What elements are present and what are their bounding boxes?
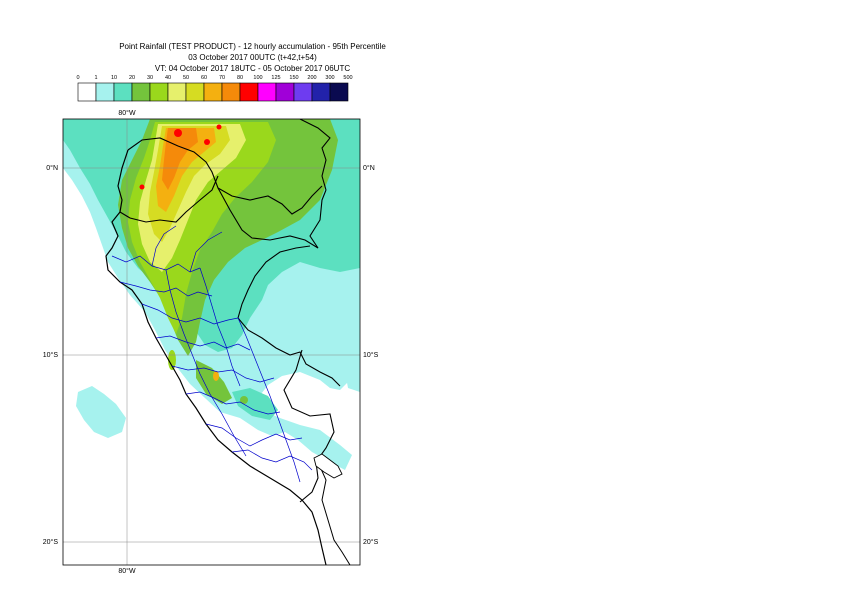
legend-tick-label: 10 <box>111 75 117 81</box>
chart-title-line2: 03 October 2017 00UTC (t+42,t+54) <box>188 53 317 62</box>
coastline <box>105 149 327 565</box>
legend-tick-label: 70 <box>219 75 225 81</box>
rain-area-80 <box>162 128 198 190</box>
legend-swatch <box>329 82 349 102</box>
lake-titicaca <box>313 453 343 479</box>
lat-label-left-20s: 20°S <box>43 538 59 546</box>
legend-tick-label: 50 <box>183 75 189 81</box>
rain-area-sea-patch-2 <box>345 366 360 392</box>
lat-label-right-0: 0°N <box>363 164 375 172</box>
legend-tick-label: 1 <box>94 75 97 81</box>
legend-tick-label: 20 <box>129 75 135 81</box>
rain-area-30-south <box>196 360 232 404</box>
rain-cell-2 <box>213 371 219 381</box>
border-ecuador-colombia <box>127 137 323 215</box>
legend-tick-label: 300 <box>325 75 334 81</box>
color-legend: 0 1 10 20 30 40 50 60 70 80 100 125 150 200 300 500 <box>76 75 353 102</box>
legend-tick-label: 100 <box>253 75 262 81</box>
regional-boundaries <box>111 225 313 483</box>
rain-peak-2 <box>204 139 210 145</box>
border-peru-bolivia <box>283 349 335 503</box>
lat-label-right-10s: 10°S <box>363 351 379 359</box>
legend-tick-label: 150 <box>289 75 298 81</box>
lat-label-left-0: 0°N <box>46 164 58 172</box>
border-peru-brazil <box>237 245 341 387</box>
rain-area-sea-patch <box>76 386 126 438</box>
legend-tick-label: 30 <box>147 75 153 81</box>
rain-peak-1 <box>174 129 182 137</box>
lat-label-left-10s: 10°S <box>43 351 59 359</box>
lon-label-bottom: 80°W <box>118 567 136 575</box>
map-frame <box>62 118 361 566</box>
border-ecuador-peru <box>119 175 219 223</box>
legend-tick-label: 500 <box>343 75 352 81</box>
chart-title-line1: Point Rainfall (TEST PRODUCT) - 12 hourl… <box>119 42 386 51</box>
lon-label-top: 80°W <box>118 109 136 117</box>
rain-peak-4 <box>216 124 222 130</box>
legend-tick-label: 40 <box>165 75 171 81</box>
legend-tick-label: 80 <box>237 75 243 81</box>
border-bolivia-chile <box>317 461 351 565</box>
rain-area-20-south <box>232 388 278 420</box>
border-peru-colombia-brazil <box>217 187 327 249</box>
legend-tick-label: 125 <box>271 75 280 81</box>
border-colombia-venezuela <box>299 119 331 191</box>
chart-title-line3: VT: 04 October 2017 18UTC - 05 October 2… <box>154 64 351 73</box>
lat-label-right-20s: 20°S <box>363 538 379 546</box>
rain-cell-3 <box>240 396 248 404</box>
legend-tick-label: 0 <box>76 75 79 81</box>
rain-peak-3 <box>139 184 145 190</box>
legend-tick-label: 200 <box>307 75 316 81</box>
legend-tick-label: 60 <box>201 75 207 81</box>
